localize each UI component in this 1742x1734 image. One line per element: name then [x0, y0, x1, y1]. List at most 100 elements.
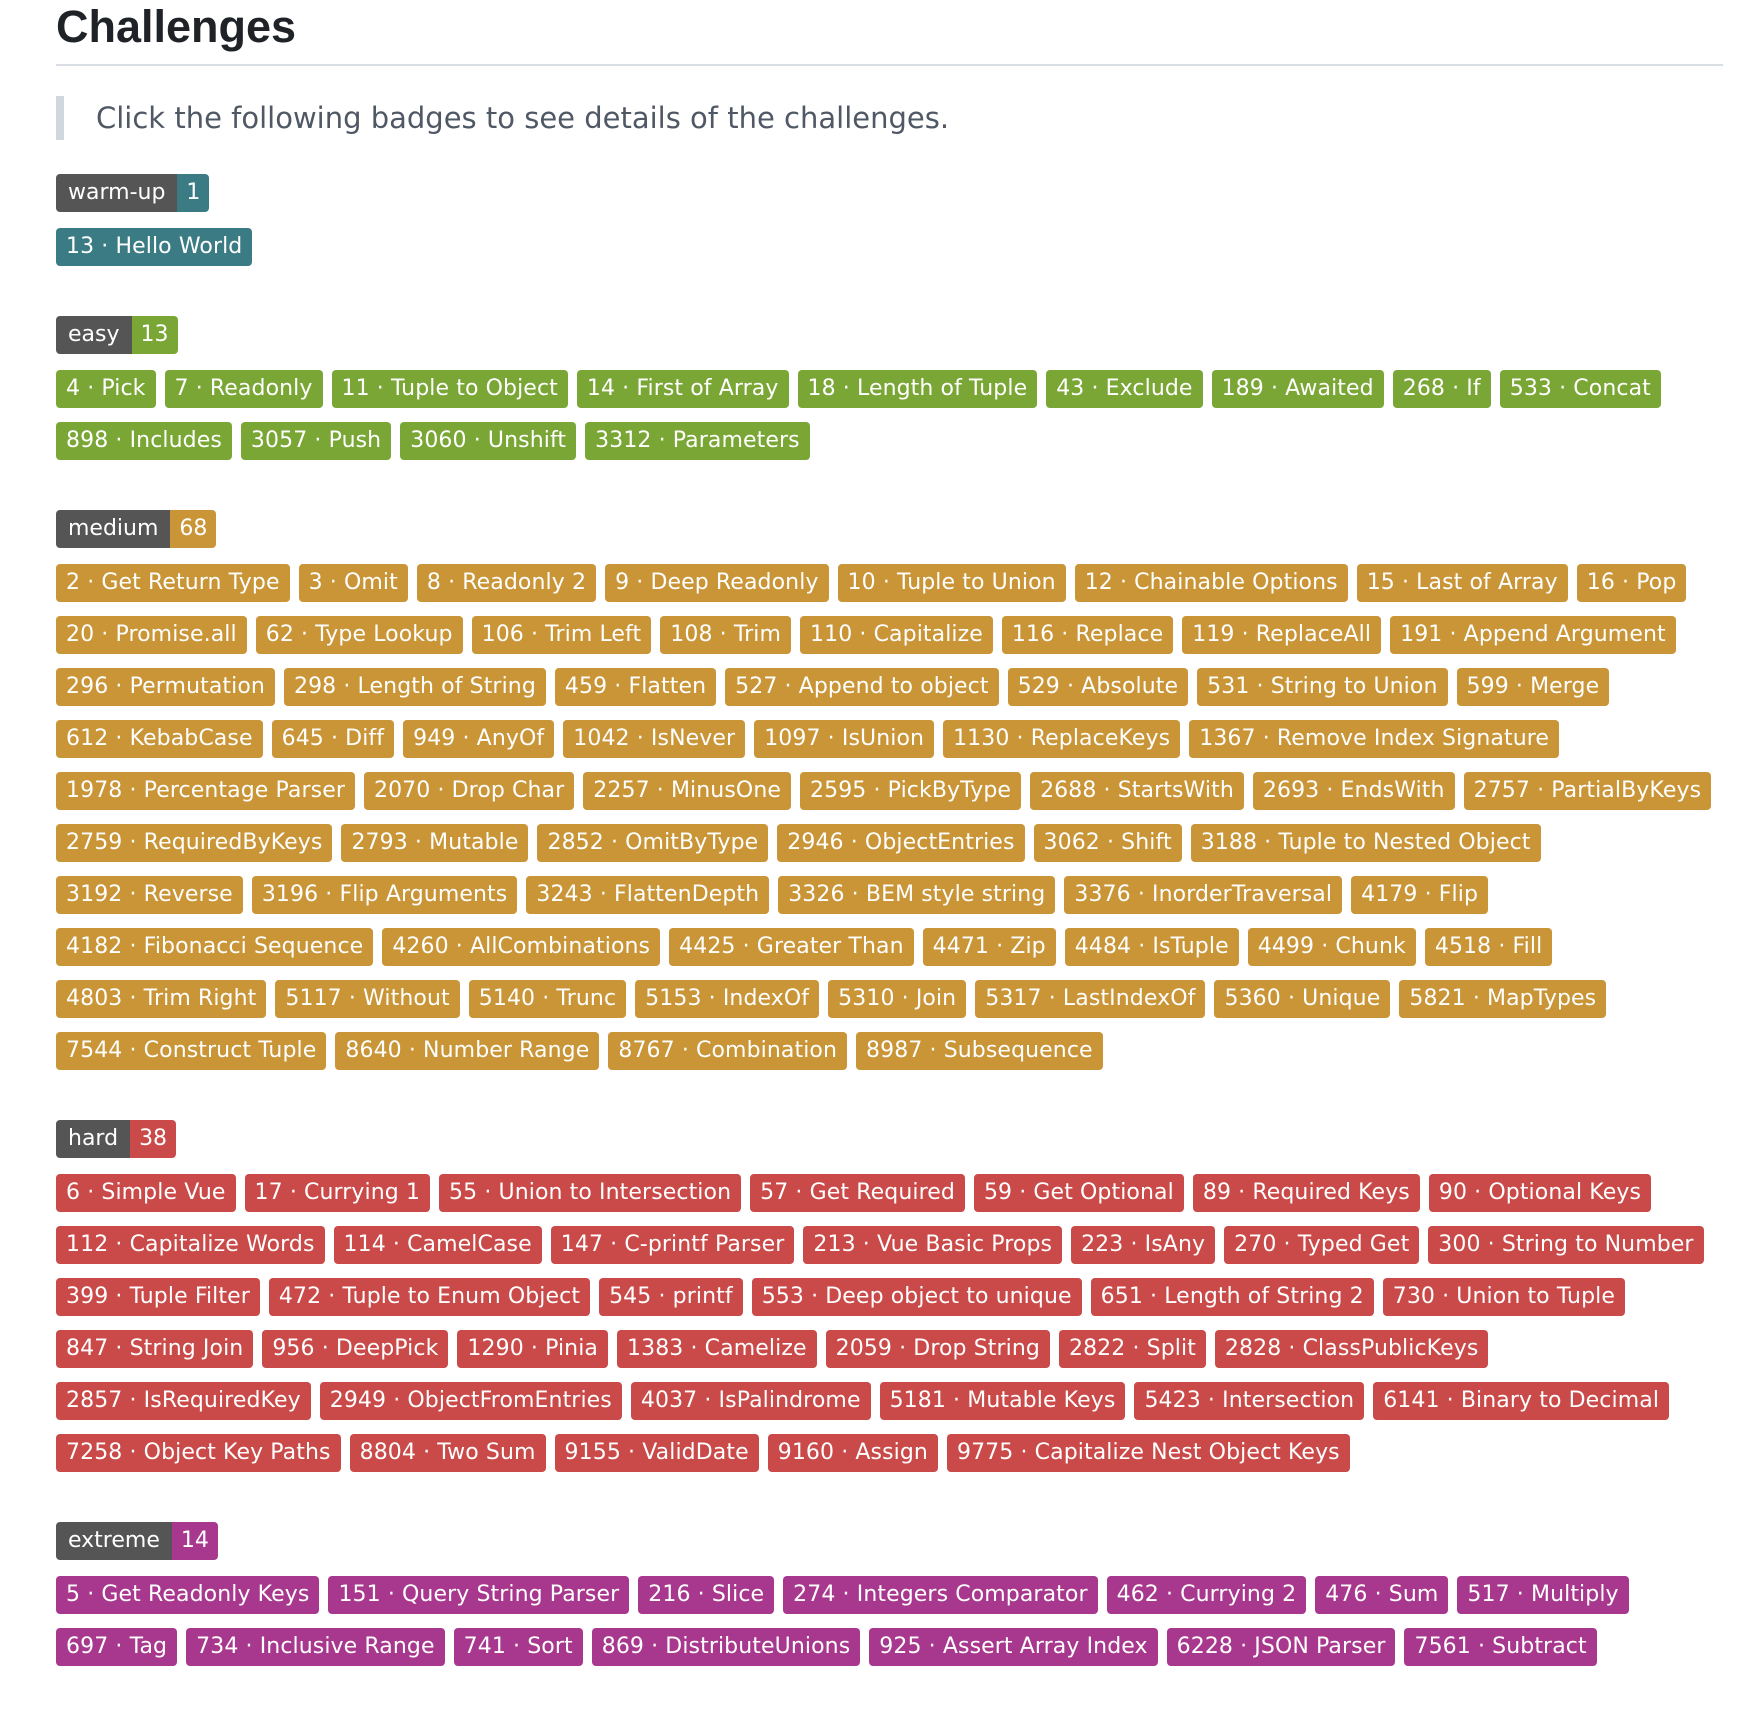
challenge-badge[interactable]: 462 · Currying 2: [1106, 1576, 1307, 1614]
challenge-badge[interactable]: 956 · DeepPick: [262, 1330, 449, 1368]
challenge-badge[interactable]: 517 · Multiply: [1457, 1576, 1629, 1614]
challenge-badge[interactable]: 43 · Exclude: [1046, 370, 1203, 408]
challenge-badge[interactable]: 3312 · Parameters: [585, 422, 810, 460]
challenge-badge[interactable]: 553 · Deep object to unique: [751, 1278, 1082, 1316]
challenge-badge[interactable]: 4484 · IsTuple: [1064, 928, 1239, 966]
challenge-badge[interactable]: 17 · Currying 1: [244, 1174, 431, 1212]
difficulty-badge-medium[interactable]: medium 68: [56, 510, 217, 548]
challenge-badge[interactable]: 1383 · Camelize: [617, 1330, 817, 1368]
challenge-badge[interactable]: 296 · Permutation: [56, 668, 275, 706]
challenge-badge[interactable]: 3062 · Shift: [1033, 824, 1182, 862]
challenge-badge[interactable]: 531 · String to Union: [1197, 668, 1448, 706]
challenge-badge[interactable]: 12 · Chainable Options: [1074, 564, 1348, 602]
challenge-badge[interactable]: 9775 · Capitalize Nest Object Keys: [946, 1434, 1350, 1472]
challenge-badge[interactable]: 6141 · Binary to Decimal: [1373, 1382, 1670, 1420]
challenge-badge[interactable]: 298 · Length of String: [283, 668, 546, 706]
challenge-badge[interactable]: 13 · Hello World: [56, 228, 253, 266]
challenge-badge[interactable]: 116 · Replace: [1001, 616, 1174, 654]
challenge-badge[interactable]: 2070 · Drop Char: [363, 772, 575, 810]
challenge-badge[interactable]: 4182 · Fibonacci Sequence: [56, 928, 374, 966]
challenge-badge[interactable]: 2946 · ObjectEntries: [777, 824, 1025, 862]
challenge-badge[interactable]: 9 · Deep Readonly: [605, 564, 829, 602]
difficulty-badge-warm-up[interactable]: warm-up 1: [56, 174, 210, 212]
challenge-badge[interactable]: 8804 · Two Sum: [349, 1434, 546, 1472]
challenge-badge[interactable]: 20 · Promise.all: [56, 616, 247, 654]
challenge-badge[interactable]: 189 · Awaited: [1211, 370, 1384, 408]
challenge-badge[interactable]: 8 · Readonly 2: [416, 564, 597, 602]
challenge-badge[interactable]: 4471 · Zip: [922, 928, 1056, 966]
challenge-badge[interactable]: 2857 · IsRequiredKey: [56, 1382, 311, 1420]
challenge-badge[interactable]: 3057 · Push: [240, 422, 392, 460]
challenge-badge[interactable]: 1978 · Percentage Parser: [56, 772, 355, 810]
challenge-badge[interactable]: 5360 · Unique: [1214, 980, 1391, 1018]
challenge-badge[interactable]: 4425 · Greater Than: [669, 928, 914, 966]
challenge-badge[interactable]: 1042 · IsNever: [563, 720, 746, 758]
challenge-badge[interactable]: 223 · IsAny: [1071, 1226, 1216, 1264]
challenge-badge[interactable]: 533 · Concat: [1499, 370, 1661, 408]
challenge-badge[interactable]: 399 · Tuple Filter: [56, 1278, 260, 1316]
challenge-badge[interactable]: 270 · Typed Get: [1224, 1226, 1420, 1264]
challenge-badge[interactable]: 4 · Pick: [56, 370, 156, 408]
challenge-badge[interactable]: 4260 · AllCombinations: [382, 928, 661, 966]
challenge-badge[interactable]: 216 · Slice: [638, 1576, 775, 1614]
challenge-badge[interactable]: 3376 · InorderTraversal: [1064, 876, 1343, 914]
challenge-badge[interactable]: 3192 · Reverse: [56, 876, 243, 914]
challenge-badge[interactable]: 14 · First of Array: [576, 370, 789, 408]
challenge-badge[interactable]: 213 · Vue Basic Props: [803, 1226, 1063, 1264]
challenge-badge[interactable]: 2693 · EndsWith: [1252, 772, 1455, 810]
challenge-badge[interactable]: 10 · Tuple to Union: [837, 564, 1066, 602]
challenge-badge[interactable]: 2257 · MinusOne: [583, 772, 792, 810]
challenge-badge[interactable]: 898 · Includes: [56, 422, 232, 460]
challenge-badge[interactable]: 459 · Flatten: [554, 668, 717, 706]
challenge-badge[interactable]: 147 · C-printf Parser: [550, 1226, 795, 1264]
challenge-badge[interactable]: 4499 · Chunk: [1247, 928, 1416, 966]
challenge-badge[interactable]: 7544 · Construct Tuple: [56, 1032, 327, 1070]
challenge-badge[interactable]: 300 · String to Number: [1428, 1226, 1704, 1264]
challenge-badge[interactable]: 599 · Merge: [1456, 668, 1610, 706]
challenge-badge[interactable]: 6 · Simple Vue: [56, 1174, 236, 1212]
difficulty-badge-hard[interactable]: hard 38: [56, 1120, 177, 1158]
challenge-badge[interactable]: 114 · CamelCase: [333, 1226, 542, 1264]
challenge-badge[interactable]: 847 · String Join: [56, 1330, 254, 1368]
challenge-badge[interactable]: 119 · ReplaceAll: [1182, 616, 1382, 654]
challenge-badge[interactable]: 949 · AnyOf: [403, 720, 555, 758]
challenge-badge[interactable]: 730 · Union to Tuple: [1382, 1278, 1625, 1316]
challenge-badge[interactable]: 5 · Get Readonly Keys: [56, 1576, 320, 1614]
challenge-badge[interactable]: 527 · Append to object: [725, 668, 999, 706]
challenge-badge[interactable]: 62 · Type Lookup: [255, 616, 463, 654]
challenge-badge[interactable]: 472 · Tuple to Enum Object: [268, 1278, 591, 1316]
challenge-badge[interactable]: 108 · Trim: [660, 616, 792, 654]
challenge-badge[interactable]: 2793 · Mutable: [341, 824, 529, 862]
challenge-badge[interactable]: 3188 · Tuple to Nested Object: [1190, 824, 1541, 862]
challenge-badge[interactable]: 1367 · Remove Index Signature: [1189, 720, 1560, 758]
challenge-badge[interactable]: 5117 · Without: [275, 980, 460, 1018]
challenge-badge[interactable]: 2822 · Split: [1058, 1330, 1206, 1368]
challenge-badge[interactable]: 8987 · Subsequence: [856, 1032, 1103, 1070]
challenge-badge[interactable]: 869 · DistributeUnions: [591, 1628, 861, 1666]
challenge-badge[interactable]: 4037 · IsPalindrome: [630, 1382, 871, 1420]
challenge-badge[interactable]: 15 · Last of Array: [1356, 564, 1568, 602]
difficulty-badge-easy[interactable]: easy 13: [56, 316, 178, 354]
challenge-badge[interactable]: 5821 · MapTypes: [1399, 980, 1607, 1018]
challenge-badge[interactable]: 5317 · LastIndexOf: [975, 980, 1206, 1018]
challenge-badge[interactable]: 55 · Union to Intersection: [439, 1174, 742, 1212]
challenge-badge[interactable]: 2852 · OmitByType: [537, 824, 769, 862]
challenge-badge[interactable]: 8640 · Number Range: [335, 1032, 600, 1070]
challenge-badge[interactable]: 476 · Sum: [1315, 1576, 1449, 1614]
challenge-badge[interactable]: 734 · Inclusive Range: [186, 1628, 445, 1666]
challenge-badge[interactable]: 2059 · Drop String: [825, 1330, 1050, 1368]
challenge-badge[interactable]: 697 · Tag: [56, 1628, 178, 1666]
challenge-badge[interactable]: 612 · KebabCase: [56, 720, 263, 758]
challenge-badge[interactable]: 6228 · JSON Parser: [1166, 1628, 1396, 1666]
challenge-badge[interactable]: 106 · Trim Left: [471, 616, 652, 654]
challenge-badge[interactable]: 5423 · Intersection: [1134, 1382, 1365, 1420]
challenge-badge[interactable]: 7258 · Object Key Paths: [56, 1434, 341, 1472]
challenge-badge[interactable]: 2759 · RequiredByKeys: [56, 824, 333, 862]
challenge-badge[interactable]: 2 · Get Return Type: [56, 564, 290, 602]
challenge-badge[interactable]: 529 · Absolute: [1007, 668, 1189, 706]
challenge-badge[interactable]: 191 · Append Argument: [1390, 616, 1676, 654]
challenge-badge[interactable]: 112 · Capitalize Words: [56, 1226, 325, 1264]
challenge-badge[interactable]: 2688 · StartsWith: [1030, 772, 1244, 810]
challenge-badge[interactable]: 4803 · Trim Right: [56, 980, 267, 1018]
challenge-badge[interactable]: 16 · Pop: [1576, 564, 1687, 602]
